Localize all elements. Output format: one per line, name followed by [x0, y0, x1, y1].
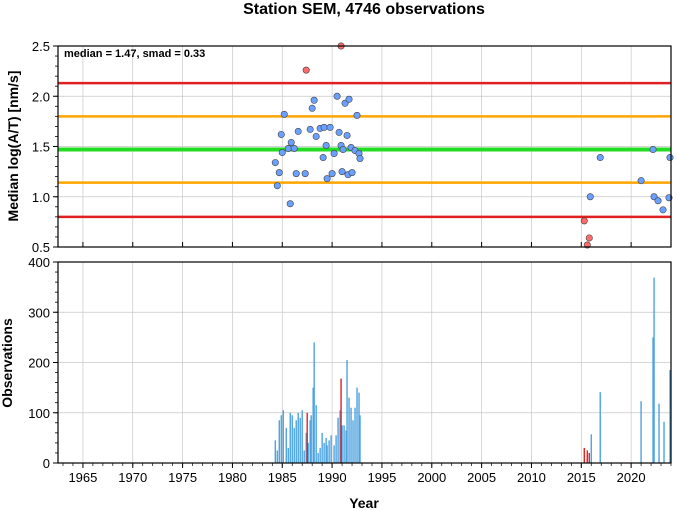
x-tick-label: 2010 — [517, 470, 546, 485]
data-point — [290, 145, 298, 153]
data-point — [586, 193, 594, 201]
y-tick-label: 2.0 — [32, 89, 50, 104]
data-point — [308, 104, 316, 112]
y-tick-label: 0 — [43, 456, 50, 471]
data-point — [294, 127, 302, 135]
data-point — [328, 170, 336, 178]
data-point — [287, 138, 295, 146]
y-tick-label: 200 — [28, 356, 50, 371]
data-point — [310, 96, 318, 104]
data-point — [343, 131, 351, 139]
top-panel: 0.5 1.0 1.5 2.0 2.5 — [32, 39, 674, 255]
data-point — [275, 169, 283, 177]
x-axis-label: Year — [349, 495, 379, 511]
data-point — [312, 132, 320, 140]
data-point — [585, 234, 593, 242]
top-plot-frame — [57, 45, 672, 248]
x-tick-label: 2015 — [567, 470, 596, 485]
data-point — [280, 110, 288, 118]
y-tick-label: 1.0 — [32, 190, 50, 205]
x-tick-label: 1980 — [218, 470, 247, 485]
data-point — [637, 177, 645, 185]
data-point — [666, 154, 674, 162]
data-point — [286, 200, 294, 208]
x-tick-label: 2000 — [417, 470, 446, 485]
x-tick-label: 1990 — [318, 470, 347, 485]
x-tick-label: 1965 — [68, 470, 97, 485]
data-point — [277, 130, 285, 138]
data-point — [292, 170, 300, 178]
data-point — [273, 182, 281, 190]
x-tick-label: 2020 — [617, 470, 646, 485]
y-tick-label: 1.5 — [32, 140, 50, 155]
x-tick-label: 1995 — [367, 470, 396, 485]
bottom-panel: 0 100 200 300 400 1965 1970 1975 1980 1985 1990 199… — [28, 255, 672, 485]
data-point — [335, 128, 343, 136]
data-point — [649, 146, 657, 154]
data-point — [353, 111, 361, 119]
data-point — [301, 170, 309, 178]
data-point — [356, 155, 364, 163]
data-point — [330, 150, 338, 158]
bottom-plot-frame — [57, 261, 672, 464]
y-tick-label: 400 — [28, 255, 50, 270]
data-point — [322, 141, 330, 149]
chart-title: Station SEM, 4746 observations — [243, 1, 485, 18]
x-tick-label: 2005 — [467, 470, 496, 485]
data-point — [345, 95, 353, 103]
y-tick-label: 0.5 — [32, 240, 50, 255]
x-tick-label: 1970 — [118, 470, 147, 485]
data-point — [348, 169, 356, 177]
data-point — [319, 154, 327, 162]
x-tick-label: 1975 — [168, 470, 197, 485]
data-point — [654, 197, 662, 205]
top-y-axis-label: Median log(A/T) [nm/s] — [5, 71, 21, 222]
data-point — [278, 149, 286, 157]
top-annotation: median = 1.47, smad = 0.33 — [64, 48, 205, 60]
data-point — [284, 145, 292, 153]
data-point — [306, 125, 314, 133]
data-point — [338, 168, 346, 176]
y-tick-label: 100 — [28, 406, 50, 421]
y-tick-label: 300 — [28, 305, 50, 320]
data-point — [339, 146, 347, 154]
data-point — [326, 123, 334, 131]
data-point — [302, 66, 310, 74]
bottom-y-axis-label: Observations — [0, 318, 15, 408]
data-point — [320, 123, 328, 131]
data-point — [659, 206, 667, 214]
x-tick-label: 1985 — [268, 470, 297, 485]
data-point — [323, 175, 331, 183]
data-point — [333, 92, 341, 100]
y-tick-label: 2.5 — [32, 39, 50, 54]
data-point — [271, 159, 279, 167]
data-point — [580, 217, 588, 225]
data-point — [596, 154, 604, 162]
